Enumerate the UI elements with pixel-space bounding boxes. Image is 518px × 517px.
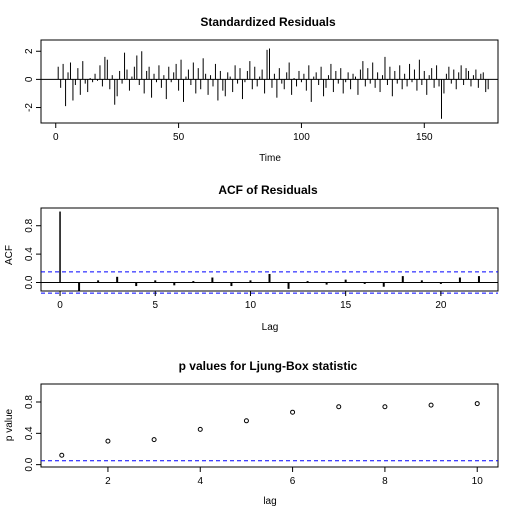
p-value-point bbox=[382, 404, 388, 410]
p-value-point bbox=[243, 418, 249, 424]
ljung-box-x-tick-label: 6 bbox=[290, 476, 296, 487]
acf-y-label: ACF bbox=[4, 245, 15, 265]
ljung-box-x-tick-label: 8 bbox=[382, 476, 388, 487]
acf-y-axis: 0.0 0.4 0.8 bbox=[24, 218, 41, 289]
p-value-point bbox=[59, 452, 65, 458]
residuals-y-axis: -2 0 2 bbox=[24, 48, 41, 112]
acf-y-tick-label: 0.4 bbox=[24, 247, 35, 261]
residuals-y-tick-label: 2 bbox=[24, 48, 35, 54]
acf-x-axis: 0 5 10 15 20 bbox=[57, 291, 447, 311]
ljung-box-y-tick-label: 0.8 bbox=[24, 395, 35, 409]
p-value-point bbox=[151, 437, 157, 443]
p-value-point bbox=[336, 404, 342, 410]
residuals-panel: Standardized Residuals 0 50 100 150 -2 0 2 Ti… bbox=[24, 15, 499, 164]
acf-x-tick-label: 0 bbox=[57, 300, 63, 311]
ljung-box-x-tick-label: 4 bbox=[197, 476, 203, 487]
p-value-point bbox=[197, 426, 203, 432]
ljung-box-x-tick-label: 2 bbox=[105, 476, 111, 487]
ljung-box-y-tick-label: 0.0 bbox=[24, 457, 35, 471]
acf-x-tick-label: 15 bbox=[340, 300, 352, 311]
ljung-box-points bbox=[59, 401, 480, 458]
residuals-y-tick-label: 0 bbox=[24, 76, 35, 82]
residuals-x-label: Time bbox=[259, 153, 281, 164]
p-value-point bbox=[474, 401, 480, 407]
residuals-title: Standardized Residuals bbox=[200, 15, 336, 29]
residuals-y-tick-label: -2 bbox=[24, 103, 35, 112]
residuals-bars bbox=[57, 48, 489, 119]
ljung-box-y-axis: 0.0 0.4 0.8 bbox=[24, 395, 41, 472]
ljung-box-title: p values for Ljung-Box statistic bbox=[179, 359, 358, 373]
ljung-box-y-label: p value bbox=[4, 408, 15, 441]
ljung-box-x-label: lag bbox=[263, 496, 276, 507]
ljung-box-plot-frame bbox=[40, 383, 499, 468]
p-value-point bbox=[290, 409, 296, 415]
acf-y-tick-label: 0.8 bbox=[24, 218, 35, 232]
acf-plot-frame bbox=[40, 207, 499, 292]
acf-x-tick-label: 20 bbox=[435, 300, 447, 311]
residuals-x-axis: 0 50 100 150 bbox=[53, 123, 433, 143]
p-value-point bbox=[105, 438, 111, 444]
residuals-x-tick-label: 0 bbox=[53, 132, 59, 143]
acf-y-tick-label: 0.0 bbox=[24, 275, 35, 289]
acf-x-tick-label: 10 bbox=[245, 300, 257, 311]
acf-x-label: Lag bbox=[262, 322, 279, 333]
ljung-box-x-axis: 2 4 6 8 10 bbox=[105, 467, 483, 487]
residuals-x-tick-label: 150 bbox=[416, 132, 433, 143]
residuals-x-tick-label: 100 bbox=[293, 132, 310, 143]
residuals-plot-frame bbox=[40, 39, 499, 124]
acf-x-tick-label: 5 bbox=[152, 300, 158, 311]
ljung-box-x-tick-label: 10 bbox=[472, 476, 484, 487]
acf-title: ACF of Residuals bbox=[218, 183, 318, 197]
acf-bars bbox=[59, 211, 480, 291]
acf-panel: ACF of Residuals 0 5 10 15 20 0.00.40.8 Lag … bbox=[4, 183, 499, 333]
ljung-box-panel: p values for Ljung-Box statistic 2 4 6 8 10 … bbox=[4, 359, 499, 507]
p-value-point bbox=[428, 402, 434, 408]
ljung-box-y-tick-label: 0.4 bbox=[24, 426, 35, 440]
residuals-x-tick-label: 50 bbox=[173, 132, 185, 143]
